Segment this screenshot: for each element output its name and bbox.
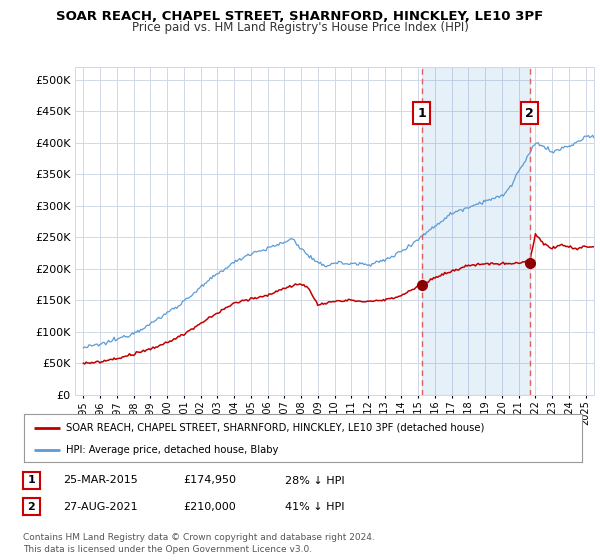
Text: 41% ↓ HPI: 41% ↓ HPI <box>285 502 344 512</box>
Text: 27-AUG-2021: 27-AUG-2021 <box>63 502 137 512</box>
Text: 28% ↓ HPI: 28% ↓ HPI <box>285 475 344 486</box>
Bar <box>422 67 530 395</box>
Text: 1: 1 <box>28 475 35 486</box>
Text: Contains HM Land Registry data © Crown copyright and database right 2024.
This d: Contains HM Land Registry data © Crown c… <box>23 533 374 554</box>
Text: £174,950: £174,950 <box>183 475 236 486</box>
Text: HPI: Average price, detached house, Blaby: HPI: Average price, detached house, Blab… <box>66 445 278 455</box>
Text: 2: 2 <box>28 502 35 512</box>
Text: Price paid vs. HM Land Registry's House Price Index (HPI): Price paid vs. HM Land Registry's House … <box>131 21 469 34</box>
Text: 25-MAR-2015: 25-MAR-2015 <box>63 475 138 486</box>
Text: £210,000: £210,000 <box>183 502 236 512</box>
Text: SOAR REACH, CHAPEL STREET, SHARNFORD, HINCKLEY, LE10 3PF: SOAR REACH, CHAPEL STREET, SHARNFORD, HI… <box>56 10 544 22</box>
Text: 1: 1 <box>417 106 426 120</box>
Text: 2: 2 <box>525 106 534 120</box>
Text: SOAR REACH, CHAPEL STREET, SHARNFORD, HINCKLEY, LE10 3PF (detached house): SOAR REACH, CHAPEL STREET, SHARNFORD, HI… <box>66 423 484 433</box>
